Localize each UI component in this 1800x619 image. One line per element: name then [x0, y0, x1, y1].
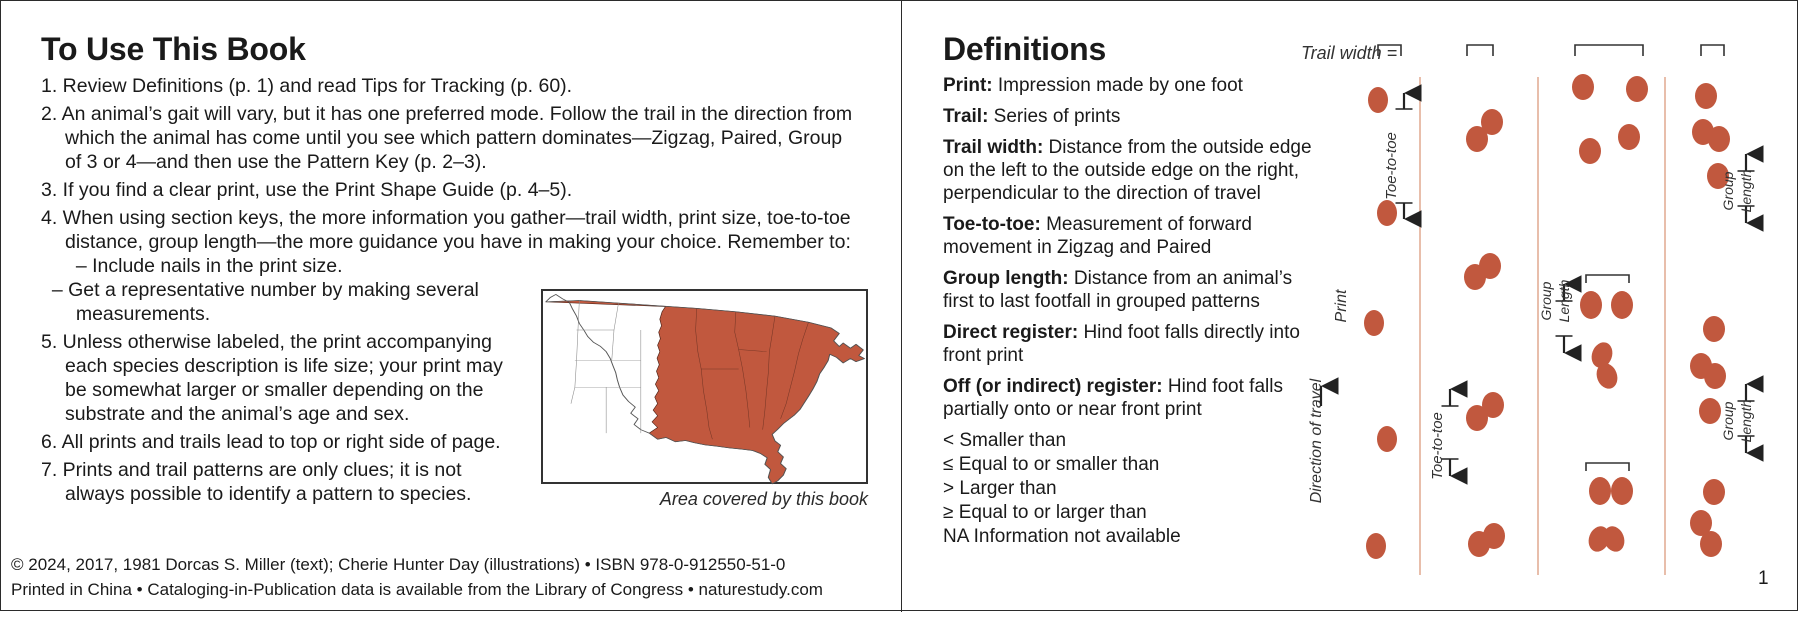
svg-text:Length: Length	[1738, 169, 1754, 212]
svg-text:Trail width =: Trail width =	[1301, 43, 1397, 63]
svg-text:Direction of travel: Direction of travel	[1308, 378, 1325, 503]
svg-text:Toe-to-toe: Toe-to-toe	[1429, 412, 1446, 480]
svg-text:Length: Length	[1738, 399, 1754, 442]
svg-text:Print: Print	[1333, 289, 1350, 322]
svg-text:Group: Group	[1538, 281, 1554, 320]
svg-text:Length: Length	[1556, 279, 1572, 322]
svg-text:Group: Group	[1720, 171, 1736, 210]
svg-text:Group: Group	[1720, 401, 1736, 440]
svg-text:Toe-to-toe: Toe-to-toe	[1383, 132, 1400, 200]
